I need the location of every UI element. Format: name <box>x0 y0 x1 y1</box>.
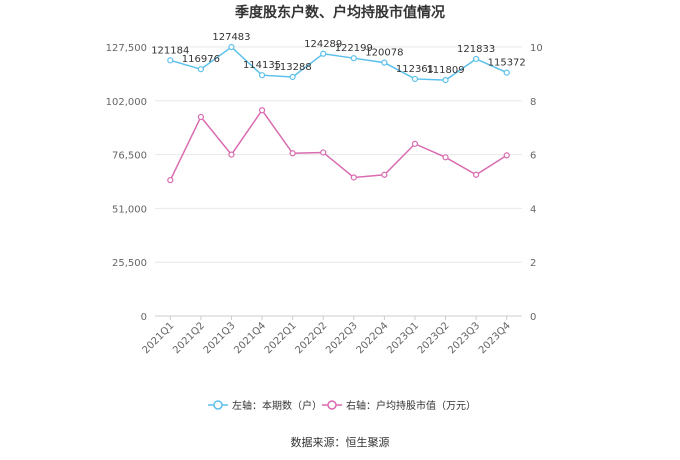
data-label: 121184 <box>151 45 189 56</box>
right-tick-label: 8 <box>530 97 536 108</box>
data-point <box>197 66 204 73</box>
x-tick-label: 2023Q2 <box>416 320 452 356</box>
data-point <box>350 174 357 181</box>
left-tick-label: 51,000 <box>112 204 147 215</box>
data-point <box>167 57 174 64</box>
data-point <box>228 151 235 158</box>
data-point <box>320 50 327 57</box>
right-tick-label: 6 <box>530 151 536 162</box>
legend-marker <box>213 400 223 410</box>
left-tick-label: 102,000 <box>106 97 147 108</box>
left-tick-label: 25,500 <box>112 258 147 269</box>
data-label: 116976 <box>182 54 220 65</box>
legend-label: 右轴：户均持股市值（万元） <box>346 399 476 412</box>
data-point <box>289 150 296 157</box>
data-label: 112361 <box>396 64 434 75</box>
data-point <box>503 152 510 159</box>
data-point <box>381 59 388 66</box>
x-tick-label: 2021Q1 <box>141 320 177 356</box>
right-tick-label: 4 <box>530 204 536 215</box>
x-tick-label: 2022Q2 <box>293 320 329 356</box>
data-point <box>289 73 296 81</box>
data-point <box>381 171 388 178</box>
legend-marker <box>327 400 337 410</box>
data-point <box>411 75 419 83</box>
x-tick-label: 2021Q2 <box>171 320 207 356</box>
grid <box>155 46 522 317</box>
data-label: 115372 <box>488 58 526 69</box>
left-tick-label: 127,500 <box>106 43 147 54</box>
data-point <box>503 69 510 76</box>
data-label: 127483 <box>212 32 250 43</box>
data-label: 122199 <box>335 43 373 54</box>
data-point <box>228 43 235 51</box>
data-point <box>411 140 419 147</box>
right-tick-label: 2 <box>530 258 536 269</box>
data-label: 114135 <box>243 60 281 71</box>
x-tick-label: 2022Q3 <box>324 320 360 356</box>
data-label: 113288 <box>274 62 312 73</box>
data-point <box>442 154 449 161</box>
data-label: 124289 <box>304 39 342 50</box>
data-point <box>258 107 266 114</box>
x-tick-label: 2022Q1 <box>263 320 299 356</box>
left-axis: 0 25,500 51,000 76,500 102,000 127,500 <box>106 43 147 323</box>
x-tick-label: 2023Q1 <box>385 320 421 356</box>
x-axis: 2021Q12021Q22021Q32021Q42022Q12022Q22022… <box>141 316 513 356</box>
data-point <box>473 171 480 178</box>
data-point <box>350 55 357 62</box>
left-tick-label: 76,500 <box>112 151 147 162</box>
data-point <box>473 55 480 63</box>
data-label: 111809 <box>426 65 464 76</box>
legend: 左轴：本期数（户） 右轴：户均持股市值（万元） <box>208 399 476 412</box>
chart-title: 季度股东户数、户均持股市值情况 <box>234 4 445 21</box>
data-point <box>258 72 266 79</box>
right-tick-label: 10 <box>530 43 543 54</box>
data-point <box>320 149 327 156</box>
x-tick-label: 2022Q4 <box>355 320 391 356</box>
source-note: 数据来源：恒生聚源 <box>291 435 390 449</box>
x-tick-label: 2021Q3 <box>202 320 238 356</box>
data-point <box>442 77 449 84</box>
data-label: 121833 <box>457 44 495 55</box>
left-tick-label: 0 <box>141 312 147 323</box>
series-line <box>169 108 508 181</box>
x-tick-label: 2023Q3 <box>446 320 482 356</box>
data-point <box>197 113 204 121</box>
legend-label: 左轴：本期数（户） <box>232 399 322 412</box>
data-point <box>167 177 174 184</box>
x-tick-label: 2023Q4 <box>477 320 513 356</box>
series-line <box>170 46 508 81</box>
x-tick-label: 2021Q4 <box>232 320 268 356</box>
right-tick-label: 0 <box>530 312 536 323</box>
data-label: 120078 <box>365 48 403 59</box>
right-axis: 0 2 4 6 8 10 <box>530 43 543 323</box>
